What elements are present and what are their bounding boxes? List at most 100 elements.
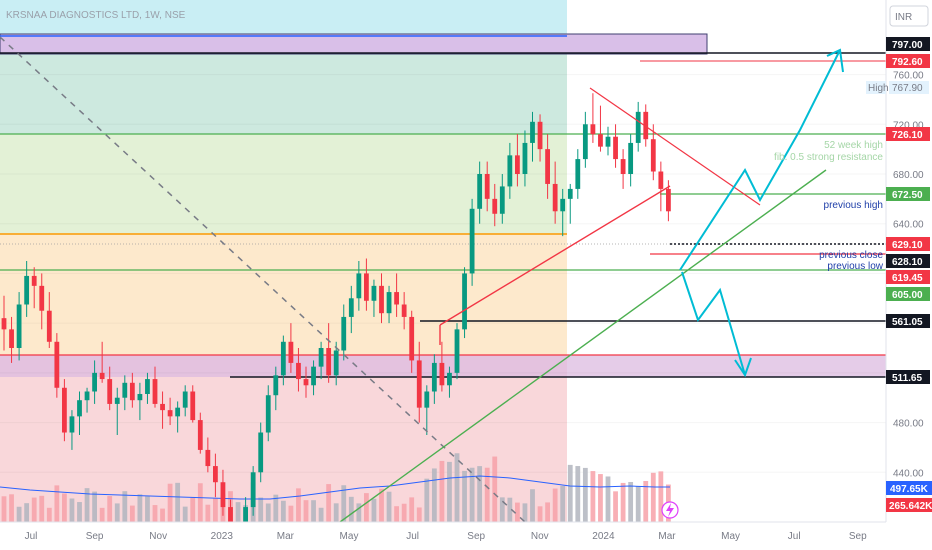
volume-bar-10	[77, 502, 82, 522]
volume-bar-64	[484, 467, 490, 522]
candle-body-4	[31, 275, 37, 286]
candle-body-87	[658, 171, 664, 189]
volume-bar-4	[31, 497, 37, 522]
candle-body-17	[129, 382, 135, 401]
candle-body-9	[69, 416, 75, 433]
candle-body-70	[530, 121, 535, 143]
volume-bar-55	[416, 507, 422, 522]
candle-body-52	[394, 292, 399, 305]
candle-body-75	[567, 188, 573, 199]
candle-body-64	[484, 174, 490, 199]
annotation-fib-resistance: fib. 0.5 strong resistance	[774, 152, 883, 163]
candle-body-67	[507, 155, 513, 187]
candle-body-2	[16, 304, 22, 348]
volume-bar-19	[145, 496, 150, 522]
x-tick-label-8: Nov	[531, 531, 549, 542]
price-label-box-8	[886, 314, 930, 328]
background-zones	[0, 0, 886, 522]
candle-body-69	[522, 142, 528, 174]
candle-body-36	[273, 375, 279, 396]
volume-bar-42	[318, 507, 324, 522]
volume-bar-56	[424, 478, 430, 522]
candle-body-13	[99, 372, 105, 380]
candle-body-51	[386, 292, 392, 314]
volume-bar-18	[137, 494, 143, 522]
volume-bar-23	[175, 482, 181, 522]
candle-body-82	[620, 159, 626, 174]
volume-last-label: 265.642K	[889, 501, 932, 512]
candles	[1, 93, 671, 550]
price-label-1: 792.60	[892, 57, 923, 68]
candle-body-1	[9, 329, 14, 348]
currency-box[interactable]	[889, 5, 929, 27]
candle-body-57	[431, 362, 437, 392]
high-marker-label: High	[868, 83, 889, 94]
candle-body-7	[54, 341, 60, 388]
volume-bar-2	[16, 506, 22, 522]
volume-bar-72	[545, 502, 550, 522]
y-tick-label-6: 680.00	[893, 170, 924, 181]
volume-bar-48	[364, 493, 369, 522]
x-tick-label-5: May	[340, 531, 359, 542]
volume-bar-81	[613, 491, 618, 522]
volume-bar-75	[567, 464, 573, 522]
candle-body-47	[356, 273, 362, 299]
volume-bar-27	[205, 504, 211, 522]
volume-bar-34	[258, 497, 264, 522]
candle-body-88	[666, 188, 671, 212]
candle-body-8	[62, 387, 67, 433]
volume-bar-50	[379, 488, 384, 522]
candle-body-34	[258, 432, 264, 473]
candle-body-39	[296, 362, 301, 380]
volume-bar-60	[454, 453, 460, 522]
x-tick-label-10: Mar	[658, 531, 676, 542]
volume-bar-52	[394, 506, 399, 522]
volume-bar-66	[499, 497, 505, 522]
price-label-box-5	[886, 254, 930, 268]
volume-bar-63	[477, 466, 483, 522]
volume-bar-54	[409, 497, 415, 522]
volume-bar-74	[560, 485, 566, 522]
annotation-previous-close: previous close	[819, 250, 883, 261]
volume-labels: 497.65K 265.642K	[886, 481, 932, 512]
candle-body-21	[160, 403, 165, 411]
price-label-box-6	[886, 270, 930, 284]
lightning-icon[interactable]	[661, 501, 679, 519]
volume-bar-31	[235, 502, 241, 522]
candle-body-61	[462, 273, 467, 330]
candle-body-68	[515, 155, 520, 174]
candle-body-40	[303, 379, 309, 386]
volume-bar-37	[280, 500, 286, 522]
x-tick-label-12: Jul	[788, 531, 801, 542]
price-label-box-3	[886, 187, 930, 201]
price-label-4: 629.10	[892, 240, 923, 251]
candle-body-20	[152, 379, 158, 404]
candle-body-22	[167, 410, 173, 417]
y-tick-label-7: 720.00	[893, 120, 924, 131]
volume-bar-21	[160, 508, 165, 522]
candle-body-49	[371, 285, 377, 301]
candle-body-65	[492, 198, 498, 214]
candle-body-32	[243, 507, 248, 529]
y-tick-label-8: 760.00	[893, 71, 924, 82]
volume-bar-85	[643, 480, 649, 522]
volume-bar-8	[62, 493, 67, 522]
price-label-8: 561.05	[892, 317, 923, 328]
volume-bar-15	[114, 503, 120, 522]
volume-bar-70	[530, 489, 535, 522]
x-tick-label-7: Sep	[467, 531, 485, 542]
price-label-box-4	[886, 237, 930, 251]
volume-bar-76	[575, 466, 581, 522]
price-label-box-0	[886, 37, 930, 51]
time-axis-panel	[0, 522, 886, 550]
volume-bar-7	[54, 485, 60, 522]
annotation-52-week-high: 52 week high	[824, 140, 883, 151]
volume-bar-43	[326, 484, 332, 522]
candle-body-79	[598, 134, 603, 147]
level-lines	[0, 35, 886, 378]
x-tick-label-1: Sep	[86, 531, 104, 542]
candle-body-43	[326, 348, 332, 376]
volume-bar-53	[401, 503, 407, 522]
x-axis: Jul Sep Nov 2023 Mar May Jul Sep Nov 2024 Mar May Ju…	[25, 531, 868, 542]
